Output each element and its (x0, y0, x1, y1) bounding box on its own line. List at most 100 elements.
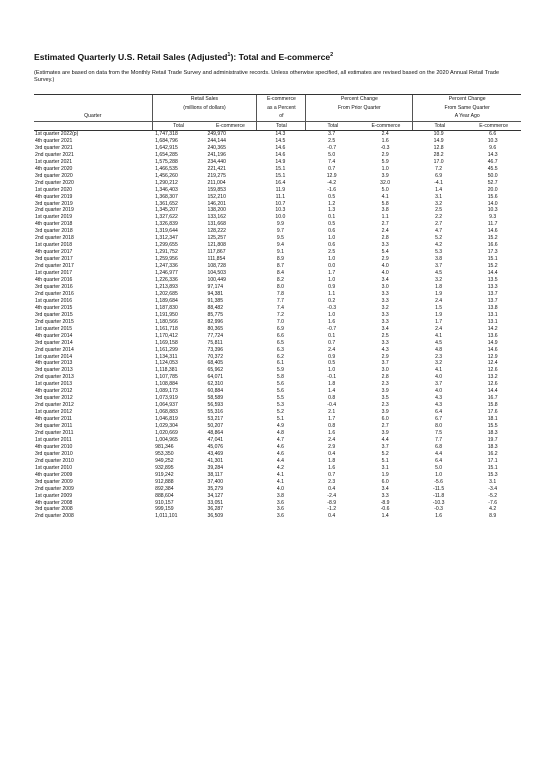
header-same-quarter: Percent Change (412, 94, 521, 104)
retail-ecommerce-cell: 60,884 (207, 388, 224, 395)
retail-ecommerce-cell: 39,284 (207, 464, 224, 471)
prior-total-cell: -2.4 (327, 492, 337, 499)
header-retail-sales: Retail Sales (151, 94, 257, 104)
ecom-percent-cell: 14.9 (275, 158, 286, 165)
prior-total-cell: 1.7 (328, 270, 336, 277)
retail-total-cell: 912,888 (155, 478, 174, 485)
retail-total-cell: 1,213,893 (155, 283, 178, 290)
prior-ecommerce-cell: 3.9 (381, 388, 389, 395)
ecom-percent-cell: 3.8 (276, 492, 284, 499)
prior-total-cell: 1.0 (328, 311, 336, 318)
retail-total-cell: 910,157 (155, 499, 174, 506)
same-ecommerce-cell: 14.4 (487, 388, 498, 395)
retail-total-cell: 1,575,288 (155, 158, 178, 165)
same-ecommerce-cell: 13.3 (487, 283, 498, 290)
ecom-percent-cell: 3.6 (276, 506, 284, 513)
quarter-cell: 1st quarter 2009 (35, 492, 73, 499)
header-ecommerce: E-commerce (204, 120, 257, 131)
ecom-percent-cell: 4.0 (276, 485, 284, 492)
same-ecommerce-cell: 14.3 (487, 151, 498, 158)
table-row: 2nd quarter 2014 1,161,299 73,396 6.3 2.4 4.3… (34, 347, 521, 354)
prior-total-cell: 0.4 (328, 485, 336, 492)
retail-total-cell: 1,642,915 (155, 144, 178, 151)
quarter-cell: 1st quarter 2013 (35, 381, 73, 388)
retail-ecommerce-cell: 240,365 (207, 144, 226, 151)
retail-ecommerce-cell: 128,222 (207, 228, 226, 235)
retail-ecommerce-cell: 34,127 (207, 492, 224, 499)
retail-total-cell: 1,361,652 (155, 200, 178, 207)
prior-total-cell: 3.7 (328, 131, 336, 137)
same-ecommerce-cell: 4.2 (489, 506, 497, 513)
retail-total-cell: 1,346,403 (155, 186, 178, 193)
same-ecommerce-cell: 17.1 (487, 457, 498, 464)
prior-total-cell: 2.4 (328, 436, 336, 443)
prior-ecommerce-cell: 1.0 (381, 165, 389, 172)
retail-ecommerce-cell: 244,144 (207, 137, 226, 144)
same-total-cell: 7.5 (435, 429, 443, 436)
table-row: 3rd quarter 2017 1,259,956 111,854 8.9 1.0 2.… (34, 256, 521, 263)
same-total-cell: 5.2 (435, 235, 443, 242)
table-row: 3rd quarter 2021 1,642,915 240,365 14.6 -0.7… (34, 145, 521, 152)
prior-total-cell: 2.3 (328, 478, 336, 485)
retail-total-cell: 932,895 (155, 464, 174, 471)
retail-total-cell: 1,169,158 (155, 339, 178, 346)
same-total-cell: 12.8 (433, 144, 444, 151)
prior-total-cell: 2.5 (328, 137, 336, 144)
quarter-cell: 1st quarter 2014 (35, 353, 73, 360)
retail-total-cell: 1,326,839 (155, 221, 178, 228)
retail-total-cell: 1,299,655 (155, 242, 178, 249)
retail-ecommerce-cell: 73,396 (207, 346, 224, 353)
prior-total-cell: 1.6 (328, 464, 336, 471)
table-row: 3rd quarter 2020 1,456,260 219,275 15.1 12.9… (34, 173, 521, 180)
table-row: 2nd quarter 2010 949,252 41,301 4.4 1.8 5.1 6.… (34, 458, 521, 465)
table-row: 2nd quarter 2011 1,020,669 48,864 4.8 1.6 3.9… (34, 430, 521, 437)
same-total-cell: -0.3 (434, 506, 443, 513)
quarter-cell: 1st quarter 2015 (35, 325, 73, 332)
prior-ecommerce-cell: 2.9 (381, 256, 389, 263)
ecom-percent-cell: 8.9 (276, 256, 284, 263)
table-row: 2nd quarter 2015 1,180,566 82,996 7.0 1.6 3.3… (34, 319, 521, 326)
quarter-cell: 1st quarter 2020 (35, 186, 73, 193)
same-total-cell: 8.0 (435, 423, 443, 430)
retail-ecommerce-cell: 94,381 (207, 290, 224, 297)
ecom-percent-cell: 5.6 (276, 388, 284, 395)
same-ecommerce-cell: 16.7 (487, 395, 498, 402)
same-ecommerce-cell: -7.6 (488, 499, 498, 506)
prior-total-cell: -4.2 (327, 179, 337, 186)
prior-total-cell: 0.5 (328, 193, 336, 200)
prior-ecommerce-cell: 2.8 (381, 235, 389, 242)
prior-ecommerce-cell: 4.1 (381, 193, 389, 200)
same-total-cell: 4.7 (435, 228, 443, 235)
same-total-cell: 4.5 (435, 270, 443, 277)
table-row: 2nd quarter 2013 1,107,785 64,071 5.8 -0.1 2.… (34, 374, 521, 381)
quarter-cell: 3rd quarter 2011 (35, 423, 73, 430)
same-total-cell: 4.3 (435, 402, 443, 409)
same-ecommerce-cell: 16.2 (487, 450, 498, 457)
retail-ecommerce-cell: 68,405 (207, 360, 224, 367)
retail-ecommerce-cell: 131,668 (207, 221, 226, 228)
same-ecommerce-cell: 13.8 (487, 304, 498, 311)
prior-ecommerce-cell: 5.8 (381, 200, 389, 207)
same-total-cell: 3.2 (435, 200, 443, 207)
same-total-cell: 2.4 (435, 325, 443, 332)
prior-total-cell: -0.7 (327, 144, 337, 151)
same-ecommerce-cell: 15.6 (487, 193, 498, 200)
prior-total-cell: 1.3 (328, 207, 336, 214)
table-row: 2nd quarter 2021 1,654,285 241,196 14.6 5.0 2… (34, 152, 521, 159)
prior-total-cell: -0.4 (327, 402, 337, 409)
same-ecommerce-cell: -5.2 (488, 492, 498, 499)
prior-ecommerce-cell: 3.8 (381, 207, 389, 214)
retail-ecommerce-cell: 138,200 (207, 207, 226, 214)
retail-ecommerce-cell: 211,004 (207, 179, 226, 186)
same-ecommerce-cell: 14.2 (487, 325, 498, 332)
same-ecommerce-cell: 9.6 (489, 144, 497, 151)
same-ecommerce-cell: 3.1 (489, 478, 497, 485)
retail-total-cell: 1,684,796 (155, 137, 178, 144)
quarter-cell: 2nd quarter 2015 (35, 318, 74, 325)
prior-ecommerce-cell: 3.4 (381, 325, 389, 332)
ecom-percent-cell: 14.6 (275, 144, 286, 151)
prior-ecommerce-cell: 3.0 (381, 367, 389, 374)
prior-ecommerce-cell: 3.7 (381, 360, 389, 367)
same-total-cell: 1.5 (435, 304, 443, 311)
prior-ecommerce-cell: 2.4 (381, 131, 389, 137)
